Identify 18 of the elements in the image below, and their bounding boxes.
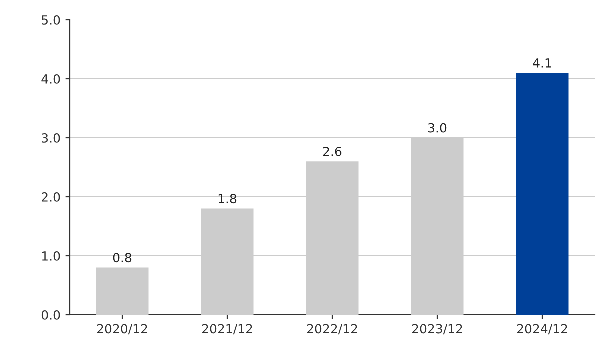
y-tick-label: 1.0 — [42, 251, 60, 261]
x-tick-label: 2022/12 — [307, 324, 358, 335]
bar — [96, 268, 149, 315]
y-tick-label: 0.0 — [42, 310, 60, 320]
y-tick-label: 3.0 — [42, 133, 60, 143]
x-tick-label: 2020/12 — [97, 324, 148, 335]
x-tick-label: 2024/12 — [517, 324, 568, 335]
y-tick-label: 5.0 — [42, 15, 60, 25]
y-tick-label: 4.0 — [42, 74, 60, 84]
data-label: 3.0 — [428, 123, 447, 133]
data-label: 1.8 — [218, 194, 237, 204]
data-label: 2.6 — [323, 146, 342, 156]
x-tick-label: 2021/12 — [202, 324, 252, 335]
data-label: 0.8 — [113, 253, 132, 263]
x-tick-label: 2023/12 — [412, 324, 462, 335]
bar — [516, 73, 569, 315]
y-tick-label: 2.0 — [42, 192, 60, 202]
data-label: 4.1 — [533, 58, 552, 68]
